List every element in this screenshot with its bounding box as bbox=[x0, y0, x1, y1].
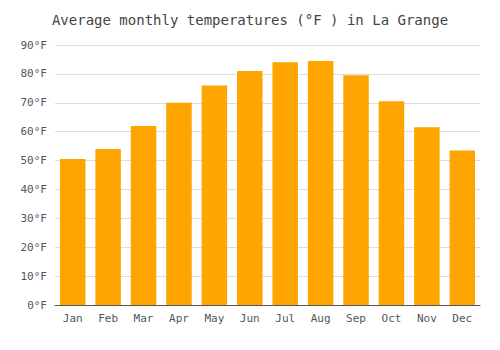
svg-text:60°F: 60°F bbox=[21, 125, 48, 138]
svg-text:90°F: 90°F bbox=[21, 39, 48, 52]
svg-text:Mar: Mar bbox=[134, 312, 154, 325]
svg-text:Average monthly temperatures (: Average monthly temperatures (°F ) in La… bbox=[52, 12, 448, 28]
svg-text:May: May bbox=[204, 312, 224, 325]
svg-text:10°F: 10°F bbox=[21, 270, 48, 283]
svg-text:Aug: Aug bbox=[311, 312, 331, 325]
svg-text:Nov: Nov bbox=[417, 312, 437, 325]
svg-text:20°F: 20°F bbox=[21, 241, 48, 254]
svg-text:Jul: Jul bbox=[275, 312, 295, 325]
svg-text:40°F: 40°F bbox=[21, 183, 48, 196]
svg-text:80°F: 80°F bbox=[21, 67, 48, 80]
svg-text:30°F: 30°F bbox=[21, 212, 48, 225]
svg-text:Apr: Apr bbox=[169, 312, 189, 325]
svg-text:50°F: 50°F bbox=[21, 154, 48, 167]
svg-text:Sep: Sep bbox=[346, 312, 366, 325]
svg-text:0°F: 0°F bbox=[27, 299, 47, 312]
svg-text:70°F: 70°F bbox=[21, 96, 48, 109]
svg-text:Oct: Oct bbox=[382, 312, 402, 325]
svg-text:Feb: Feb bbox=[98, 312, 118, 325]
svg-text:Jan: Jan bbox=[63, 312, 83, 325]
svg-text:Dec: Dec bbox=[452, 312, 472, 325]
svg-text:Jun: Jun bbox=[240, 312, 260, 325]
